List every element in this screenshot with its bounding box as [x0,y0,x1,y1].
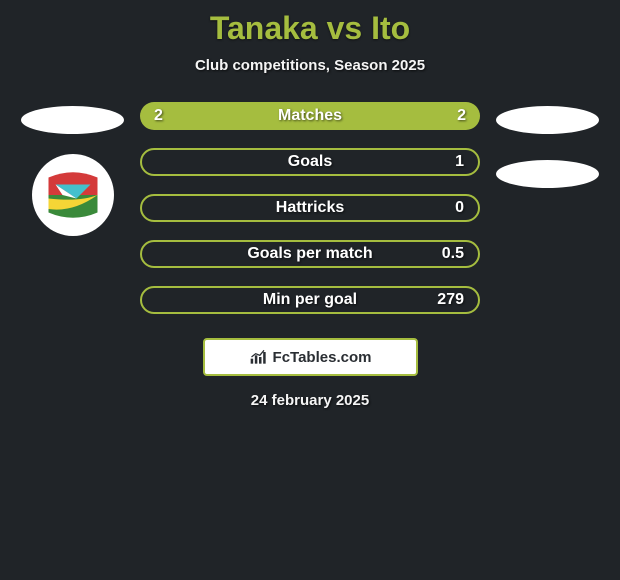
stat-left-value: 2 [154,107,190,125]
stat-row-hattricks: Hattricks 0 [140,194,480,222]
team-logo-icon [38,160,108,230]
stat-row-goals: Goals 1 [140,148,480,176]
left-player-col [21,102,124,236]
player2-avatar [496,106,599,134]
stat-right-value: 279 [428,291,464,309]
right-player-col [496,102,599,188]
stats-column: 2 Matches 2 Goals 1 Hattricks 0 Goals pe… [140,102,480,314]
stat-label: Matches [278,107,342,125]
stat-label: Goals per match [247,245,372,263]
player2-team-badge [496,160,599,188]
chart-icon [249,348,269,366]
stat-label: Hattricks [276,199,344,217]
site-logo-box[interactable]: FcTables.com [203,338,418,376]
site-logo-text: FcTables.com [273,349,372,366]
player1-team-badge [32,154,114,236]
date-text: 24 february 2025 [0,392,620,409]
stat-right-value: 0.5 [428,245,464,263]
stat-right-value: 0 [428,199,464,217]
comparison-container: Tanaka vs Ito Club competitions, Season … [0,0,620,409]
player1-avatar [21,106,124,134]
content-area: 2 Matches 2 Goals 1 Hattricks 0 Goals pe… [0,102,620,314]
subtitle: Club competitions, Season 2025 [0,57,620,74]
stat-right-value: 1 [428,153,464,171]
stat-row-min-per-goal: Min per goal 279 [140,286,480,314]
stat-label: Min per goal [263,291,357,309]
stat-row-matches: 2 Matches 2 [140,102,480,130]
page-title: Tanaka vs Ito [0,10,620,47]
stat-row-goals-per-match: Goals per match 0.5 [140,240,480,268]
stat-label: Goals [288,153,332,171]
stat-right-value: 2 [430,107,466,125]
